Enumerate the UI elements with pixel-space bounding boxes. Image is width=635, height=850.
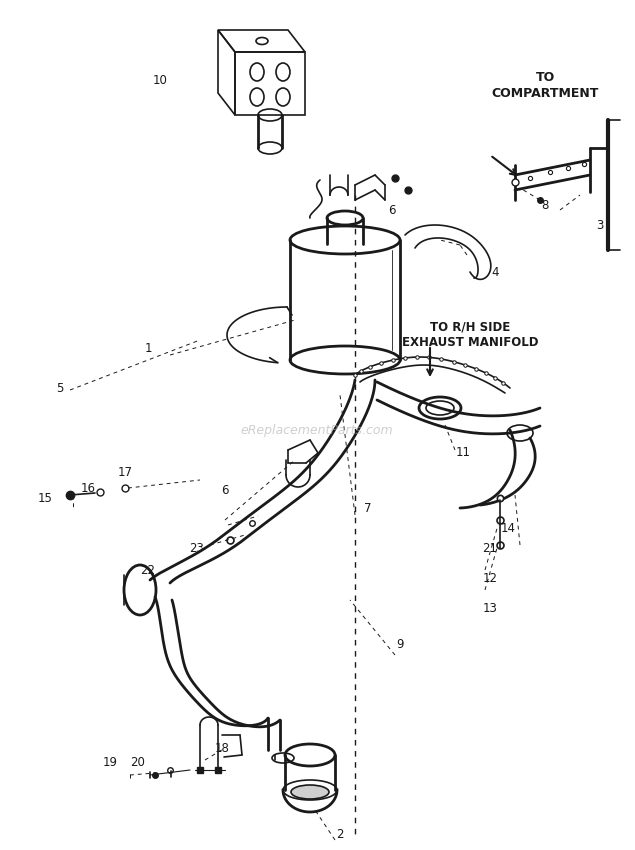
Text: 12: 12 — [483, 571, 497, 585]
Text: 19: 19 — [102, 756, 117, 768]
Text: 3: 3 — [596, 218, 604, 231]
Text: TO R/H SIDE
EXHAUST MANIFOLD: TO R/H SIDE EXHAUST MANIFOLD — [402, 320, 538, 349]
Text: 11: 11 — [455, 445, 471, 458]
Text: 6: 6 — [388, 203, 396, 217]
Text: 18: 18 — [215, 741, 229, 755]
Text: 13: 13 — [483, 602, 497, 615]
Text: 16: 16 — [81, 481, 95, 495]
Text: 14: 14 — [500, 522, 516, 535]
Text: 20: 20 — [131, 756, 145, 768]
Text: 10: 10 — [152, 73, 168, 87]
Text: 8: 8 — [541, 199, 549, 212]
Text: 17: 17 — [117, 466, 133, 479]
Text: eReplacementParts.com: eReplacementParts.com — [241, 423, 393, 437]
Ellipse shape — [291, 785, 329, 799]
Text: 5: 5 — [57, 382, 64, 394]
Text: 1: 1 — [144, 342, 152, 354]
Text: 4: 4 — [491, 265, 498, 279]
Text: 9: 9 — [396, 638, 404, 651]
Text: 2: 2 — [337, 829, 344, 842]
Text: 23: 23 — [190, 541, 204, 554]
Text: 15: 15 — [37, 491, 53, 505]
Text: 21: 21 — [483, 541, 497, 554]
Text: 7: 7 — [364, 502, 371, 514]
Text: 6: 6 — [221, 484, 229, 496]
Text: 22: 22 — [140, 564, 156, 576]
Text: TO
COMPARTMENT: TO COMPARTMENT — [491, 71, 599, 99]
